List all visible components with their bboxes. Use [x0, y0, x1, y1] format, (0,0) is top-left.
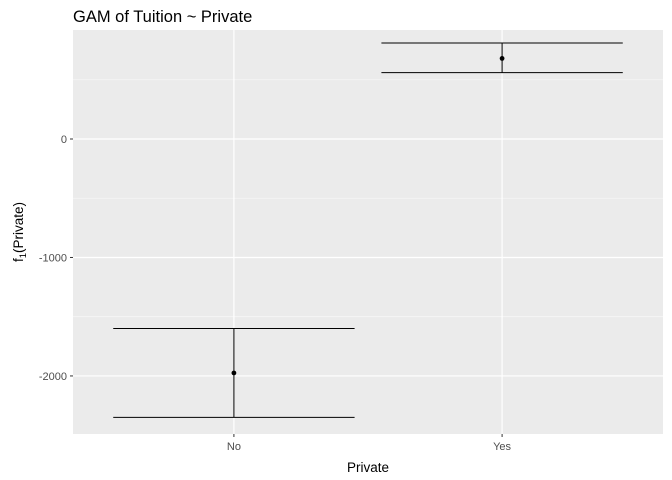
y-axis-title-subscript: 1 — [18, 253, 29, 258]
y-tick-label: -1000 — [39, 252, 67, 264]
x-tick-label: Yes — [493, 441, 511, 453]
x-axis-title: Private — [347, 460, 389, 475]
x-tick-label: No — [227, 441, 241, 453]
y-axis-title-base: f — [11, 258, 26, 262]
y-axis-ticks: 0 -1000 -2000 — [39, 134, 73, 383]
point — [231, 370, 237, 376]
point — [499, 56, 505, 61]
y-axis-title-rest: (Private) — [11, 202, 26, 253]
chart-marks — [113, 42, 623, 418]
y-tick-label: -2000 — [39, 371, 67, 383]
chart-title: GAM of Tuition ~ Private — [73, 8, 252, 26]
y-axis-title: f1(Private) — [11, 202, 29, 262]
gridlines — [73, 30, 663, 434]
y-tick-label: 0 — [61, 134, 67, 146]
plot-panel — [73, 30, 663, 434]
x-axis-ticks: No Yes — [227, 434, 512, 453]
